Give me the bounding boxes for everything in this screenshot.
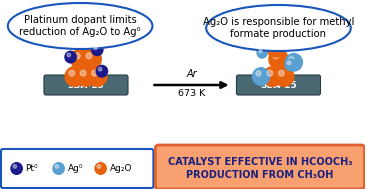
Circle shape bbox=[285, 53, 303, 72]
Ellipse shape bbox=[206, 5, 351, 51]
Circle shape bbox=[97, 165, 101, 168]
Circle shape bbox=[252, 67, 270, 86]
Text: Ar: Ar bbox=[186, 69, 197, 79]
Text: 673 K: 673 K bbox=[178, 89, 205, 98]
Circle shape bbox=[273, 53, 279, 59]
Circle shape bbox=[289, 57, 294, 62]
Text: Ag⁰: Ag⁰ bbox=[67, 164, 83, 173]
Circle shape bbox=[256, 47, 268, 59]
Circle shape bbox=[87, 66, 108, 87]
Text: Platinum dopant limits
reduction of Ag₂O to Ag⁰: Platinum dopant limits reduction of Ag₂O… bbox=[19, 15, 141, 37]
Circle shape bbox=[80, 36, 86, 41]
FancyBboxPatch shape bbox=[44, 75, 128, 95]
FancyBboxPatch shape bbox=[236, 75, 321, 95]
Circle shape bbox=[70, 49, 91, 70]
Circle shape bbox=[52, 162, 65, 175]
FancyBboxPatch shape bbox=[155, 145, 365, 189]
Ellipse shape bbox=[8, 3, 153, 49]
Circle shape bbox=[67, 53, 71, 57]
Text: SBA-15: SBA-15 bbox=[68, 81, 104, 90]
Circle shape bbox=[55, 165, 59, 168]
Circle shape bbox=[86, 53, 92, 59]
Circle shape bbox=[285, 58, 297, 71]
Circle shape bbox=[268, 49, 289, 70]
Circle shape bbox=[80, 70, 86, 76]
Circle shape bbox=[74, 53, 80, 59]
Circle shape bbox=[94, 46, 97, 50]
Circle shape bbox=[256, 71, 261, 76]
Circle shape bbox=[265, 37, 286, 58]
FancyBboxPatch shape bbox=[1, 149, 153, 188]
Text: SBA-15: SBA-15 bbox=[260, 81, 297, 90]
Circle shape bbox=[10, 162, 23, 175]
Circle shape bbox=[267, 70, 273, 76]
Circle shape bbox=[64, 66, 85, 87]
Circle shape bbox=[94, 162, 107, 175]
Circle shape bbox=[279, 70, 284, 76]
Circle shape bbox=[263, 66, 283, 87]
Text: Ag₂O: Ag₂O bbox=[110, 164, 132, 173]
Text: Ag₂O is responsible for methyl
formate production: Ag₂O is responsible for methyl formate p… bbox=[203, 17, 354, 39]
Circle shape bbox=[91, 43, 104, 56]
Circle shape bbox=[270, 41, 275, 47]
Circle shape bbox=[259, 49, 262, 53]
Circle shape bbox=[13, 165, 16, 168]
Circle shape bbox=[98, 67, 102, 71]
Circle shape bbox=[76, 66, 96, 87]
Circle shape bbox=[92, 70, 97, 76]
Circle shape bbox=[287, 61, 291, 65]
Text: PRODUCTION FROM CH₃OH: PRODUCTION FROM CH₃OH bbox=[186, 170, 334, 180]
Circle shape bbox=[95, 65, 108, 78]
Text: CATALYST EFFECTIVE IN HCOOCH₃: CATALYST EFFECTIVE IN HCOOCH₃ bbox=[168, 157, 352, 167]
Circle shape bbox=[274, 66, 294, 87]
Circle shape bbox=[82, 49, 102, 70]
Text: Pt⁰: Pt⁰ bbox=[25, 164, 38, 173]
Circle shape bbox=[69, 70, 75, 76]
Circle shape bbox=[76, 31, 96, 52]
Circle shape bbox=[64, 50, 77, 64]
